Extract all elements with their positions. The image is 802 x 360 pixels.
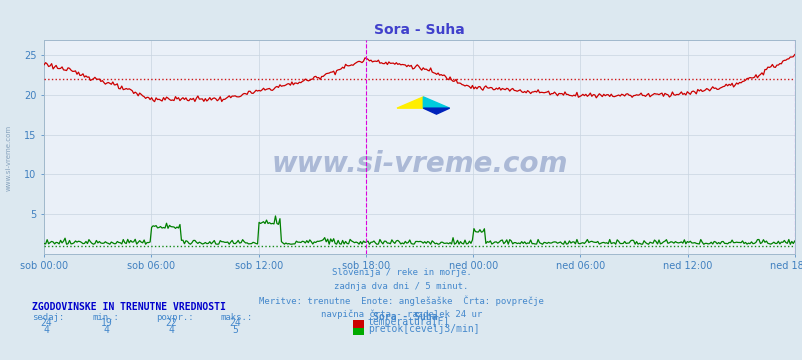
Text: zadnja dva dni / 5 minut.: zadnja dva dni / 5 minut. <box>334 282 468 291</box>
Text: navpična črta - razdelek 24 ur: navpična črta - razdelek 24 ur <box>321 309 481 319</box>
Text: 4: 4 <box>43 325 50 335</box>
Text: 5: 5 <box>232 325 238 335</box>
Text: min.:: min.: <box>92 313 119 322</box>
Text: maks.:: maks.: <box>221 313 253 322</box>
Text: 4: 4 <box>168 325 174 335</box>
Text: Slovenija / reke in morje.: Slovenija / reke in morje. <box>331 268 471 277</box>
Text: ZGODOVINSKE IN TRENUTNE VREDNOSTI: ZGODOVINSKE IN TRENUTNE VREDNOSTI <box>32 302 225 312</box>
Polygon shape <box>423 97 449 108</box>
Text: Meritve: trenutne  Enote: anglešaške  Črta: povprečje: Meritve: trenutne Enote: anglešaške Črta… <box>259 296 543 306</box>
Text: pretok[čevelj3/min]: pretok[čevelj3/min] <box>367 324 479 334</box>
Polygon shape <box>423 108 449 114</box>
Text: sedaj:: sedaj: <box>32 313 64 322</box>
Polygon shape <box>396 97 423 108</box>
Title: Sora - Suha: Sora - Suha <box>374 23 464 37</box>
Text: 19: 19 <box>101 318 112 328</box>
Text: www.si-vreme.com: www.si-vreme.com <box>271 150 567 178</box>
Text: 24: 24 <box>41 318 52 328</box>
Text: 24: 24 <box>229 318 241 328</box>
Text: povpr.:: povpr.: <box>156 313 194 322</box>
Text: www.si-vreme.com: www.si-vreme.com <box>6 125 11 192</box>
Text: 4: 4 <box>103 325 110 335</box>
Text: Sora - Suha: Sora - Suha <box>373 312 437 322</box>
Text: 22: 22 <box>165 318 176 328</box>
Text: temperatura[F]: temperatura[F] <box>367 317 449 327</box>
